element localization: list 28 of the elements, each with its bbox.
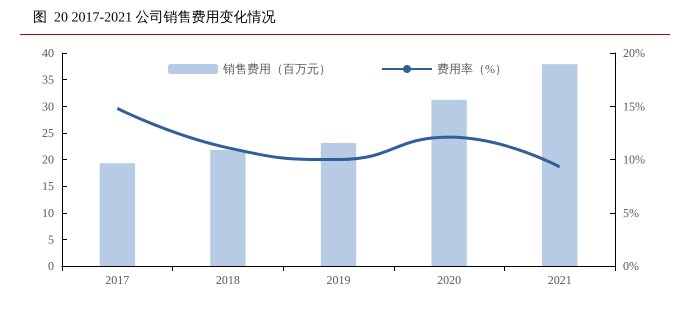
x-tick-label: 2021 xyxy=(548,273,572,287)
y-tick-label: 0 xyxy=(48,259,54,273)
bar xyxy=(320,142,356,266)
x-tick-label: 2018 xyxy=(216,273,240,287)
bar xyxy=(431,100,467,266)
y2-tick-label: 0% xyxy=(623,259,639,273)
y-tick-label: 35 xyxy=(42,72,54,87)
bar xyxy=(100,163,135,266)
y-tick-label: 20 xyxy=(42,152,54,166)
x-tick-label: 2017 xyxy=(105,273,130,287)
legend-label: 销售费用（百万元） xyxy=(222,62,331,76)
y2-tick-label: 20% xyxy=(623,46,645,60)
legend-label: 费用率（%） xyxy=(437,62,507,76)
y-tick-label: 5 xyxy=(48,232,54,246)
x-tick-label: 2019 xyxy=(326,273,350,287)
y-tick-label: 40 xyxy=(42,46,54,60)
line-series xyxy=(116,106,562,168)
y2-tick-label: 15% xyxy=(623,99,645,114)
bar xyxy=(542,64,578,266)
y-tick-label: 15 xyxy=(42,179,54,194)
y2-tick-label: 5% xyxy=(623,206,639,220)
y-tick-label: 30 xyxy=(42,99,54,114)
bar xyxy=(210,150,246,266)
x-tick-label: 2020 xyxy=(437,273,462,287)
y2-tick-label: 10% xyxy=(623,152,645,166)
chart-title: 图 20 2017-2021 公司销售费用变化情况 xyxy=(33,10,276,26)
y-tick-label: 10 xyxy=(42,206,54,220)
y-tick-label: 25 xyxy=(42,126,54,140)
